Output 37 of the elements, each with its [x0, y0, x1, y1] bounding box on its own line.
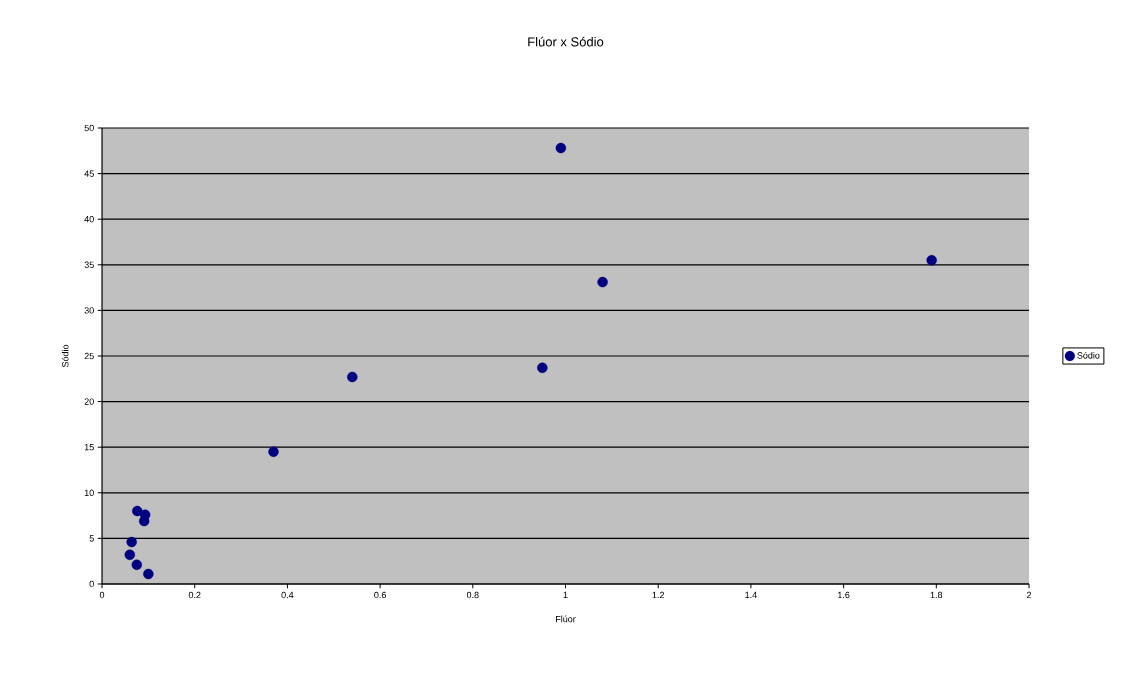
- y-tick-label: 0: [89, 580, 94, 588]
- y-tick-label: 10: [84, 489, 94, 496]
- x-tick-label: 0.8: [466, 591, 479, 599]
- y-tick-label: 25: [84, 352, 94, 360]
- point: [126, 536, 137, 548]
- chart-title: Flúor x Sódio: [528, 36, 604, 47]
- point: [131, 559, 142, 571]
- x-tick-label: 1.8: [930, 591, 943, 599]
- x-tick-label: 2: [1026, 591, 1032, 599]
- point: [926, 255, 937, 266]
- point: [555, 142, 567, 154]
- y-tick-label: 15: [84, 444, 94, 451]
- point: [143, 568, 154, 580]
- x-tick-label: 0.2: [188, 591, 201, 599]
- y-tick-label: 35: [84, 261, 94, 268]
- legend-label: Sódio: [1077, 351, 1100, 359]
- x-tick-label: 1.6: [838, 591, 850, 599]
- y-tick-label: 40: [84, 216, 94, 223]
- x-tick-label: 0.6: [374, 591, 386, 599]
- x-tick-label: 1.4: [745, 591, 757, 598]
- point: [124, 549, 136, 560]
- point: [347, 371, 358, 383]
- x-tick-label: 1: [563, 591, 568, 598]
- y-tick-label: 5: [89, 535, 94, 542]
- point: [268, 446, 279, 457]
- point: [597, 276, 608, 288]
- point: [132, 505, 143, 517]
- x-axis-title: Flúor: [555, 615, 576, 623]
- point: [537, 362, 548, 374]
- y-tick-label: 45: [84, 170, 94, 177]
- x-tick-label: 1.2: [652, 591, 664, 599]
- y-tick-label: 50: [84, 124, 94, 132]
- y-axis-title: Sódio: [61, 344, 69, 368]
- y-tick-label: 30: [84, 307, 94, 314]
- x-tick-label: 0: [99, 591, 105, 599]
- x-tick-label: 0.4: [281, 591, 294, 599]
- y-tick-label: 20: [84, 398, 94, 405]
